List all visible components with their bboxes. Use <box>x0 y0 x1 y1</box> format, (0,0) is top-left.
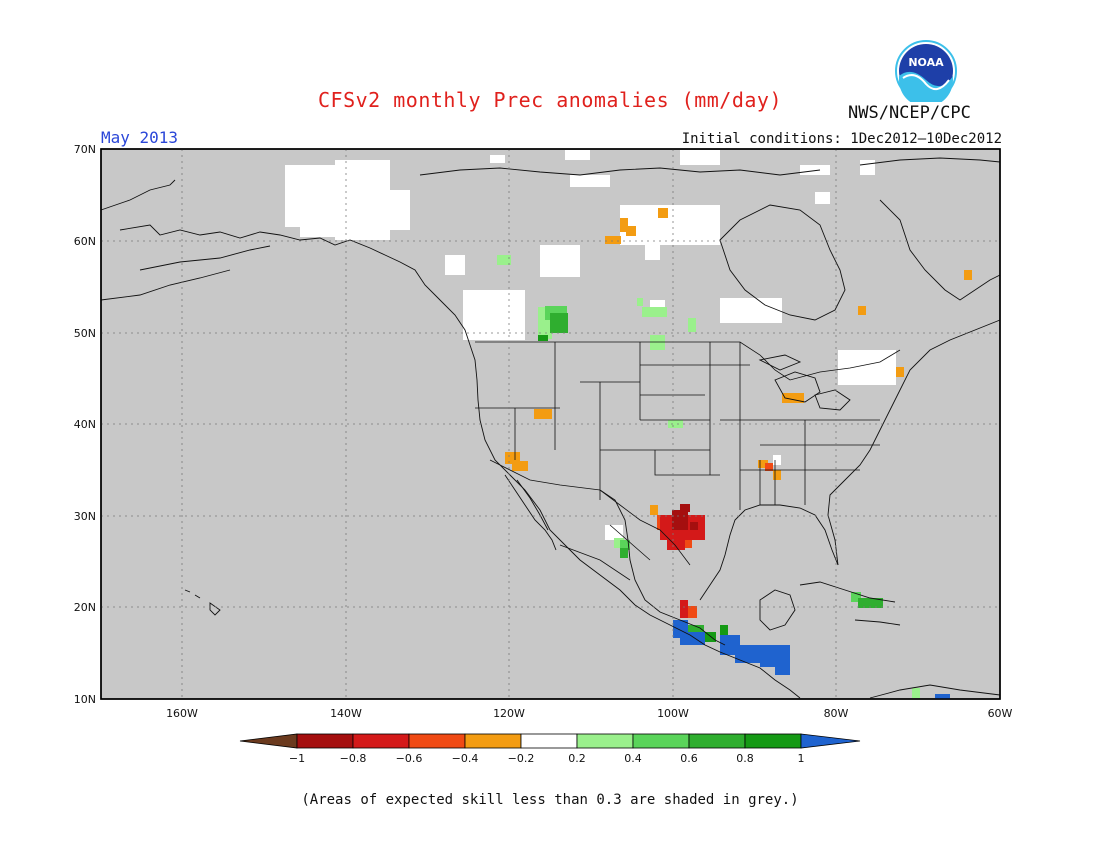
colorbar-label: 0.8 <box>736 752 754 765</box>
noaa-logo-text: NOAA <box>908 56 944 69</box>
lon-label: 60W <box>987 707 1013 720</box>
political-borders <box>475 341 901 581</box>
colorbar-label: −0.8 <box>339 752 367 765</box>
lat-label: 40N <box>73 418 96 431</box>
lon-label: 100W <box>657 707 689 720</box>
medgreen-anomaly-cells <box>550 313 883 635</box>
colorbar-label: 0.2 <box>568 752 586 765</box>
skill-footnote: (Areas of expected skill less than 0.3 a… <box>301 792 799 808</box>
white-anomaly-cells <box>285 150 896 540</box>
lat-label: 70N <box>73 143 96 156</box>
lat-label: 10N <box>73 693 96 706</box>
colorbar <box>239 733 861 749</box>
lon-label: 160W <box>166 707 198 720</box>
darkred-anomaly-cells <box>672 504 698 530</box>
lon-label: 80W <box>823 707 849 720</box>
colorbar-label: −0.6 <box>395 752 423 765</box>
lightgreen-anomaly-cells <box>497 255 920 698</box>
darkgreen-anomaly-cells <box>538 335 728 642</box>
map-background <box>100 148 1001 700</box>
colorbar-label: 1 <box>797 752 805 765</box>
colorbar-label: −0.4 <box>451 752 479 765</box>
lon-label: 140W <box>330 707 362 720</box>
lon-label: 120W <box>493 707 525 720</box>
organization-label: NWS/NCEP/CPC <box>848 103 971 123</box>
colorbar-label: 0.4 <box>624 752 642 765</box>
chart-title: CFSv2 monthly Prec anomalies (mm/day) <box>317 88 783 112</box>
colorbar-label: 0.6 <box>680 752 698 765</box>
coastlines <box>100 157 1001 699</box>
lat-label: 50N <box>73 327 96 340</box>
lat-label: 20N <box>73 601 96 614</box>
graticule <box>101 149 1000 699</box>
forecast-month: May 2013 <box>101 128 179 147</box>
colorbar-label: −0.2 <box>507 752 535 765</box>
noaa-logo: NOAA <box>895 40 957 102</box>
orange-anomaly-cells <box>505 208 972 515</box>
blue-anomaly-cells <box>673 620 950 699</box>
lat-label: 30N <box>73 510 96 523</box>
initial-conditions: Initial conditions: 1Dec2012—10Dec2012 <box>681 131 1002 147</box>
lat-label: 60N <box>73 235 96 248</box>
colorbar-label: −1 <box>288 752 306 765</box>
